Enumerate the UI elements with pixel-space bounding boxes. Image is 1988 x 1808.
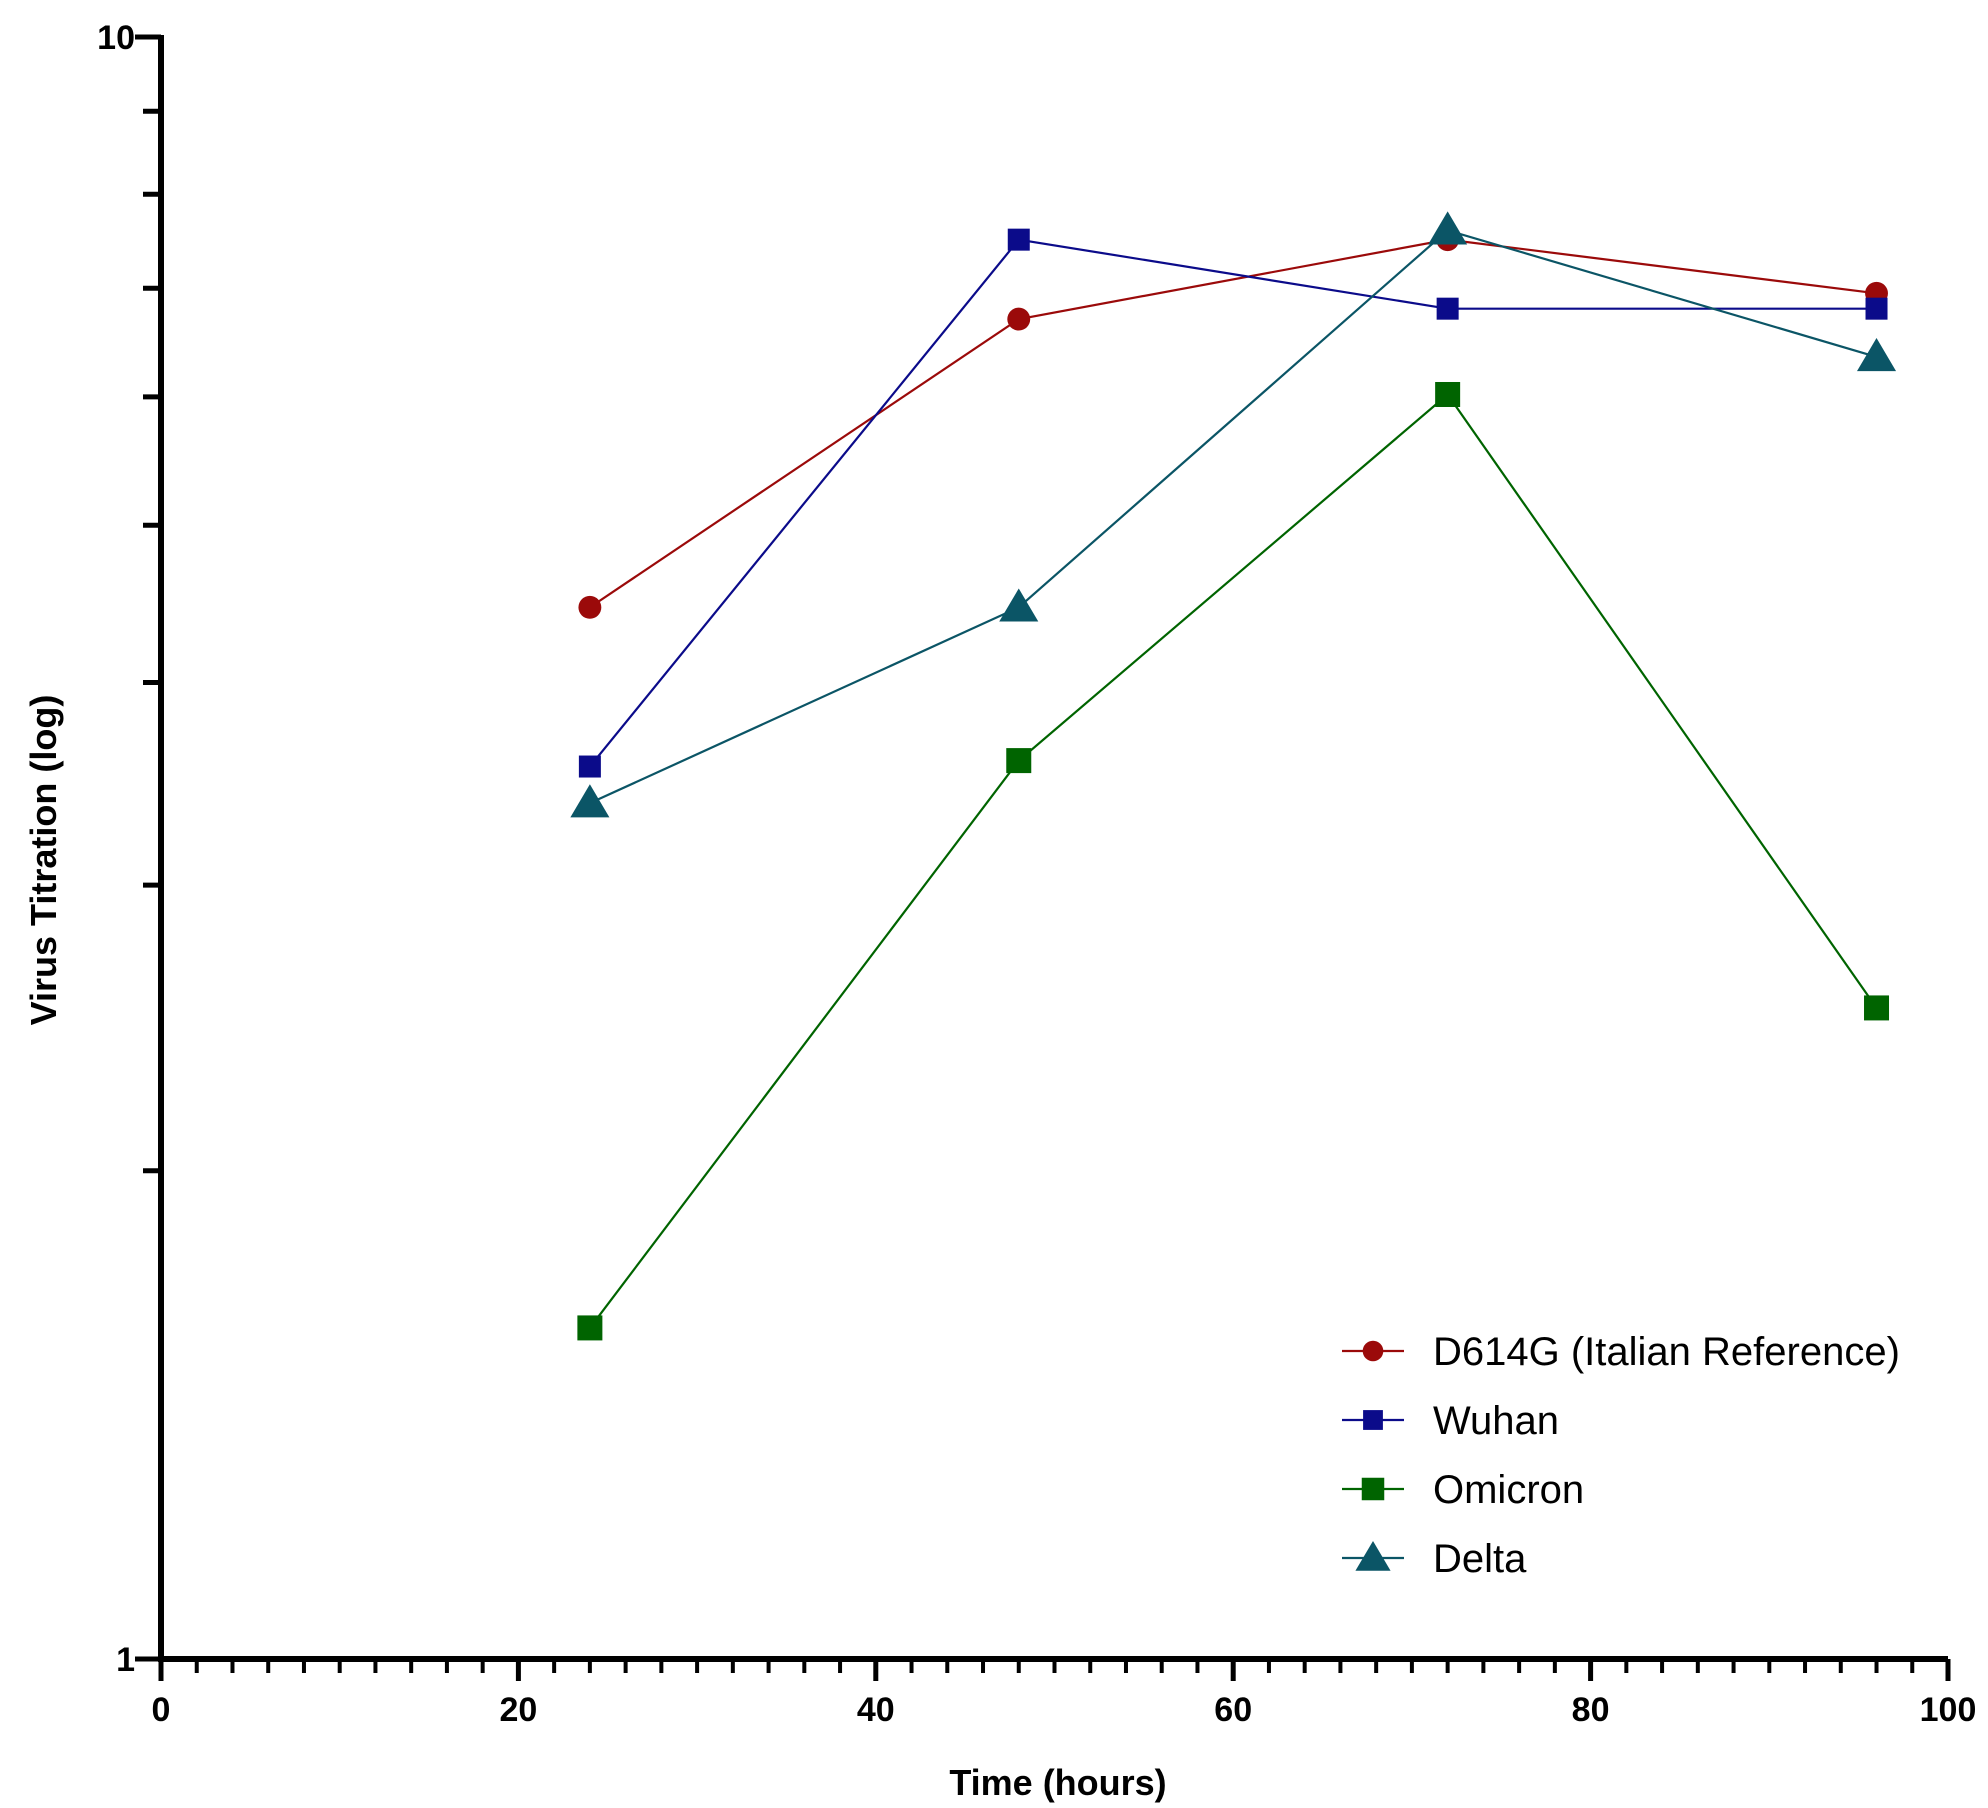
series-line-omicron [589,392,1878,1329]
x-tick-label: 40 [857,1691,895,1729]
legend-marker [1355,1540,1391,1571]
series-line-wuhan [589,238,1877,768]
legend-marker [1362,1340,1384,1362]
legend-item-wuhan: Wuhan [1342,1399,1559,1443]
data-point-wuhan [1865,297,1888,320]
data-point-wuhan [578,755,601,778]
x-tick-label: 20 [499,1691,537,1729]
series-wuhan [578,228,1888,778]
data-point-omicron [577,1315,603,1341]
legend-item-omicron: Omicron [1342,1468,1584,1512]
series-layer [570,211,1897,1341]
x-axis-title: Time (hours) [949,1762,1166,1803]
legend-label: Omicron [1433,1468,1584,1512]
x-tick-label: 0 [152,1691,171,1729]
data-point-omicron [1864,995,1890,1021]
legend-label: D614G (Italian Reference) [1433,1330,1900,1374]
x-tick-label: 80 [1572,1691,1610,1729]
series-line-d614g-italian-reference [589,238,1877,609]
data-point-d614g-italian-reference [578,595,602,619]
data-point-omicron [1435,381,1461,407]
series-delta [570,211,1897,818]
y-axis-title: Virus Titration (log) [23,695,64,1026]
legend-marker [1363,1410,1383,1430]
data-point-delta [999,588,1039,622]
x-tick-label: 100 [1920,1691,1977,1729]
data-point-wuhan [1007,228,1030,251]
series-line-delta [589,229,1877,805]
data-point-omicron [1006,748,1032,774]
data-point-wuhan [1436,297,1459,320]
data-point-d614g-italian-reference [1007,307,1031,331]
y-tick-label: 1 [116,1641,135,1679]
legend-item-d614g-italian-reference: D614G (Italian Reference) [1342,1330,1900,1374]
data-point-delta [1856,338,1897,372]
legend-label: Wuhan [1433,1399,1559,1443]
y-tick-label: 10 [97,19,135,57]
data-point-delta [1428,211,1468,245]
legend-marker [1361,1477,1385,1501]
x-tick-label: 60 [1214,1691,1252,1729]
axes: 0 20 40 60 80 100 1 10 [97,19,1976,1729]
legend-label: Delta [1433,1537,1527,1581]
data-point-delta [570,784,610,818]
legend-item-delta: Delta [1342,1537,1527,1581]
series-d614g-italian-reference [578,228,1888,619]
series-omicron [577,381,1890,1341]
legend: D614G (Italian Reference) Wuhan Omicron Del… [1342,1330,1900,1581]
